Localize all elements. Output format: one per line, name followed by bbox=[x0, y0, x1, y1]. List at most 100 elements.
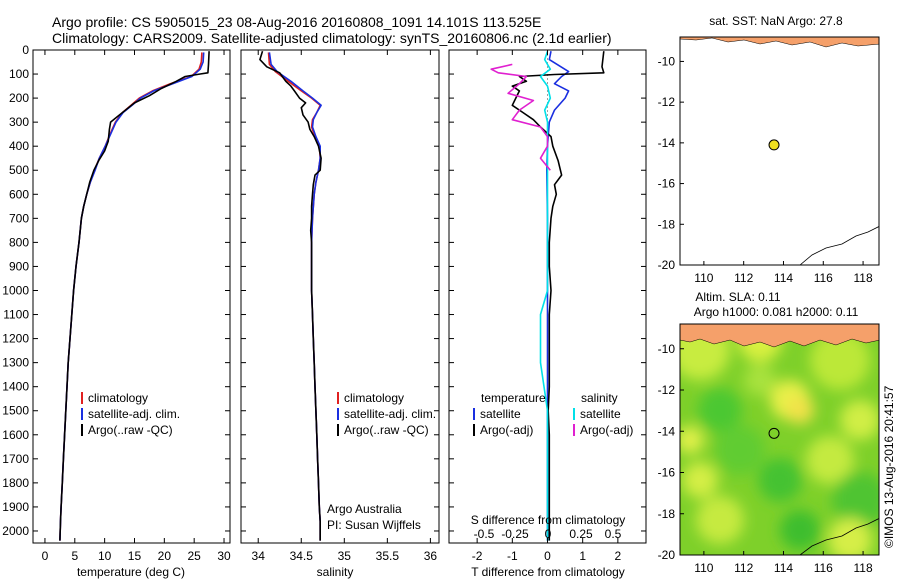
coast-line-se bbox=[799, 518, 879, 555]
map-x-tick-label: 116 bbox=[814, 561, 833, 575]
x-tick-label: 0 bbox=[42, 549, 49, 563]
temperature-x-axis: 0 5 10 15 20 25 30 bbox=[42, 50, 231, 563]
heatmap-cell bbox=[840, 400, 879, 440]
heatmap-cell bbox=[758, 458, 802, 502]
difference-axis-label: T difference from climatology bbox=[471, 565, 625, 579]
x-tick-label: 30 bbox=[217, 549, 231, 563]
argo-position-marker bbox=[768, 427, 780, 439]
x-tick-label: 5 bbox=[71, 549, 78, 563]
legend-entry: satellite-adj. clim. bbox=[344, 407, 436, 421]
header-title-line2: Climatology: CARS2009. Satellite-adjuste… bbox=[52, 30, 612, 46]
depth-tick-label: 600 bbox=[9, 187, 29, 201]
depth-tick-label: 500 bbox=[9, 163, 29, 177]
depth-tick-label: 800 bbox=[9, 235, 29, 249]
depth-tick-label: 1700 bbox=[2, 452, 29, 466]
map-y-tick-label: -20 bbox=[658, 548, 676, 562]
sla-map bbox=[680, 324, 879, 555]
sla-map-axes: 110 112 114 116 118 -10 -12 -14 -16 -18 -20 bbox=[658, 342, 873, 575]
map-y-tick-label: -20 bbox=[658, 258, 676, 272]
series-line-argo-raw-qc- bbox=[59, 51, 210, 541]
x-tick-label: 34.5 bbox=[290, 549, 314, 563]
header-title-line1: Argo profile: CS 5905015_23 08-Aug-2016 … bbox=[52, 14, 541, 30]
map-x-tick-label: 118 bbox=[854, 561, 873, 575]
map-y-tick-label: -18 bbox=[658, 217, 676, 231]
map-y-tick-label: -12 bbox=[658, 95, 676, 109]
heatmap-cell bbox=[682, 462, 718, 498]
temperature-plot-frame bbox=[32, 49, 231, 544]
top-tick-label: -0.25 bbox=[501, 527, 529, 541]
temperature-chart bbox=[59, 51, 210, 541]
sst-map-title: sat. SST: NaN Argo: 27.8 bbox=[709, 14, 843, 28]
depth-tick-label: 0 bbox=[22, 43, 29, 57]
sst-map-frame bbox=[679, 36, 880, 266]
map-x-tick-label: 110 bbox=[694, 271, 713, 285]
heatmap-cell bbox=[780, 510, 820, 550]
map-y-tick-label: -10 bbox=[658, 54, 676, 68]
series-line-salinity-argo-adj- bbox=[490, 63, 551, 171]
legend-entry: satellite bbox=[480, 407, 521, 421]
x-tick-label: -1 bbox=[507, 549, 518, 563]
series-line-argo-raw-qc- bbox=[259, 50, 322, 541]
difference-chart bbox=[490, 50, 605, 543]
difference-top-axis-label: S difference from climatology bbox=[471, 513, 626, 527]
argo-australia-note: Argo Australia bbox=[327, 502, 402, 516]
temperature-legend: climatology satellite-adj. clim. Argo(..ra… bbox=[81, 391, 180, 437]
heatmap-cell bbox=[715, 425, 765, 475]
depth-tick-label: 1300 bbox=[2, 356, 29, 370]
map-x-tick-label: 116 bbox=[814, 271, 833, 285]
series-line-temperature-argo-adj- bbox=[511, 51, 605, 541]
series-line-satellite-adj-clim- bbox=[59, 52, 205, 541]
salinity-x-axis: 34 34.5 35 35.5 36 bbox=[252, 50, 437, 563]
sla-map-frame bbox=[679, 323, 880, 556]
heatmap-cell bbox=[698, 388, 742, 432]
map-y-tick-label: -14 bbox=[658, 136, 676, 150]
depth-tick-label: 200 bbox=[9, 91, 29, 105]
map-x-tick-label: 112 bbox=[734, 271, 753, 285]
legend-entry: satellite bbox=[580, 407, 621, 421]
top-tick-label: 0.5 bbox=[605, 527, 622, 541]
x-tick-label: -2 bbox=[472, 549, 483, 563]
salinity-chart bbox=[259, 50, 322, 541]
map-x-tick-label: 112 bbox=[734, 561, 753, 575]
x-tick-label: 0 bbox=[544, 549, 551, 563]
heatmap-cell bbox=[696, 496, 744, 544]
top-tick-label: 0 bbox=[545, 527, 552, 541]
series-line-satellite-adj-clim- bbox=[268, 52, 322, 541]
x-tick-label: 34 bbox=[252, 549, 266, 563]
series-line-climatology bbox=[59, 52, 203, 541]
x-tick-label: 15 bbox=[128, 549, 142, 563]
legend-entry: satellite-adj. clim. bbox=[88, 407, 180, 421]
heatmap-cell bbox=[786, 396, 814, 424]
depth-tick-label: 1500 bbox=[2, 404, 29, 418]
x-tick-label: 25 bbox=[188, 549, 202, 563]
x-tick-label: 20 bbox=[158, 549, 172, 563]
difference-x-axis: -2 -1 0 1 2 -0.5 -0.25 0 0.25 0.5 bbox=[472, 50, 622, 563]
map-ocean bbox=[680, 37, 879, 265]
depth-tick-label: 2000 bbox=[2, 524, 29, 538]
legend-header-temperature: temperature bbox=[481, 391, 546, 405]
argo-position-marker bbox=[768, 139, 780, 151]
salinity-legend: climatology satellite-adj. clim. Argo(..ra… bbox=[337, 391, 436, 437]
depth-tick-label: 1600 bbox=[2, 428, 29, 442]
salinity-plot-frame bbox=[240, 49, 440, 544]
depth-tick-label: 400 bbox=[9, 139, 29, 153]
depth-tick-label: 1100 bbox=[3, 308, 29, 322]
coast-line-se bbox=[799, 226, 879, 265]
depth-tick-label: 1900 bbox=[2, 500, 29, 514]
depth-tick-label: 1200 bbox=[2, 332, 29, 346]
depth-tick-label: 900 bbox=[9, 259, 29, 273]
top-tick-label: 0.25 bbox=[569, 527, 593, 541]
map-x-tick-label: 110 bbox=[694, 561, 713, 575]
map-y-tick-label: -12 bbox=[658, 383, 676, 397]
map-x-tick-label: 114 bbox=[774, 561, 793, 575]
top-tick-label: -0.5 bbox=[474, 527, 495, 541]
map-y-tick-label: -10 bbox=[658, 342, 676, 356]
sst-map-axes: 110 112 114 116 118 -10 -12 -14 -16 -18 -20 bbox=[658, 54, 873, 285]
temperature-axis-label: temperature (deg C) bbox=[77, 565, 185, 579]
x-tick-label: 35 bbox=[338, 549, 352, 563]
sst-map bbox=[680, 37, 879, 265]
heatmap-cell bbox=[832, 472, 879, 528]
x-tick-label: 1 bbox=[579, 549, 586, 563]
map-y-tick-label: -14 bbox=[658, 424, 676, 438]
